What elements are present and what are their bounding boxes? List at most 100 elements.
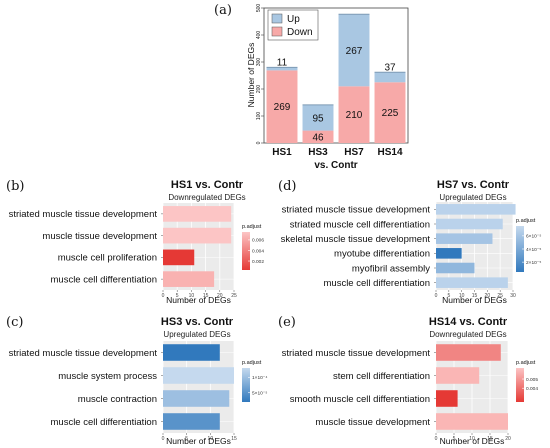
panel-label-a: (a) (214, 3, 232, 18)
bar-down-hs14 (374, 82, 406, 143)
colorbar-tick-label-b: 0.002 (252, 259, 264, 265)
bar-c-2 (163, 390, 230, 407)
bar-label-up: 267 (346, 46, 363, 57)
category-label-e: striated muscle tissue development (282, 348, 431, 359)
bar-e-3 (436, 413, 508, 430)
colorbar-title-b: p.adjust (242, 224, 262, 230)
y-axis-label-a: Number of DEGs (246, 43, 256, 108)
category-label-e: stem cell differentiation (333, 371, 430, 382)
colorbar-tick-label-c: 5×10⁻⁵ (252, 391, 267, 397)
category-label-c: muscle system process (58, 371, 157, 382)
x-tick-label-d: 25 (497, 293, 503, 299)
legend-label-down: Down (287, 27, 313, 38)
bar-e-0 (436, 344, 501, 361)
panel-label-b: (b) (6, 179, 24, 194)
colorbar-title-d: p.adjust (516, 218, 536, 224)
x-tick-label-c: 0 (162, 436, 165, 442)
x-tick-label-c: 10 (208, 436, 214, 442)
x-axis-label-a: vs. Contr (314, 160, 357, 171)
x-tick-label-d: 30 (510, 293, 516, 299)
colorbar-tick-label-d: 2×10⁻⁵ (526, 260, 541, 266)
x-tick-label-d: 15 (472, 293, 478, 299)
legend-swatch-up (271, 13, 283, 24)
bar-e-1 (436, 367, 480, 384)
panel-label-d: (d) (278, 179, 296, 194)
bar-d-5 (436, 277, 508, 288)
panel-title-d: HS7 vs. Contr (437, 179, 510, 191)
x-axis-label-c: Number of DEGs (166, 436, 231, 446)
bar-label-down: 46 (312, 132, 324, 143)
bar-b-3 (163, 271, 215, 287)
category-label-c: muscle contraction (78, 394, 157, 405)
bar-up-hs3 (302, 104, 334, 131)
panel-subtitle-b: Downregulated DEGs (168, 193, 245, 202)
x-tick-label-a: HS14 (377, 147, 402, 158)
panel-subtitle-e: Downregulated DEGs (429, 330, 506, 339)
y-tick-label-a: 300 (256, 58, 262, 67)
panel-label-e: (e) (278, 315, 296, 330)
legend-swatch-down (271, 26, 283, 37)
colorbar-tick-label-c: 1×10⁻⁴ (252, 375, 267, 381)
colorbar-d (516, 226, 524, 272)
x-tick-label-b: 5 (176, 293, 179, 299)
x-tick-label-a: HS7 (344, 147, 364, 158)
bar-label-up: 11 (277, 57, 288, 68)
x-tick-label-b: 25 (231, 293, 237, 299)
category-label-e: muscle tissue development (315, 417, 430, 428)
x-tick-label-b: 15 (203, 293, 209, 299)
x-axis-label-d: Number of DEGs (442, 295, 507, 305)
colorbar-e (516, 368, 524, 402)
colorbar-tick-label-b: 0.006 (252, 238, 264, 244)
bar-up-hs14 (374, 72, 406, 83)
bar-e-2 (436, 390, 458, 407)
y-tick-label-a: 0 (256, 141, 262, 144)
x-tick-label-d: 20 (485, 293, 491, 299)
category-label-d: myofibril assembly (352, 263, 430, 274)
bar-c-1 (163, 367, 234, 384)
legend-label-up: Up (287, 14, 300, 25)
bar-d-1 (436, 218, 503, 230)
x-tick-label-d: 5 (447, 293, 450, 299)
colorbar-title-e: p.adjust (516, 360, 536, 366)
colorbar-c (242, 368, 250, 402)
panel-title-e: HS14 vs. Contr (429, 316, 508, 328)
bar-up-hs7 (338, 14, 370, 87)
category-label-b: muscle cell differentiation (51, 274, 158, 285)
bar-up-hs1 (266, 67, 298, 71)
bar-d-3 (436, 248, 462, 259)
category-label-b: striated muscle tissue development (9, 209, 158, 220)
x-axis-label-b: Number of DEGs (166, 295, 231, 305)
panel-title-c: HS3 vs. Contr (161, 316, 234, 328)
x-tick-label-b: 0 (162, 293, 165, 299)
y-tick-label-a: 400 (256, 31, 262, 40)
x-tick-label-e: 10 (469, 436, 475, 442)
x-tick-label-c: 5 (185, 436, 188, 442)
colorbar-tick-label-e: 0.005 (526, 377, 538, 383)
panel-title-b: HS1 vs. Contr (171, 179, 244, 191)
panel-subtitle-d: Upregulated DEGs (439, 193, 506, 202)
category-label-d: skeletal muscle tissue development (281, 234, 431, 245)
x-tick-label-e: 0 (435, 436, 438, 442)
category-label-b: muscle tissue development (42, 231, 157, 242)
bar-d-0 (436, 204, 516, 215)
bar-label-down: 225 (382, 108, 399, 119)
x-tick-label-b: 20 (217, 293, 223, 299)
bar-label-up: 95 (312, 113, 324, 124)
colorbar-b (242, 232, 250, 270)
x-tick-label-c: 15 (231, 436, 237, 442)
bar-down-hs7 (338, 86, 370, 143)
panel-subtitle-c: Upregulated DEGs (163, 330, 230, 339)
bar-c-3 (163, 413, 220, 430)
bar-d-4 (436, 262, 475, 274)
bar-d-2 (436, 233, 493, 244)
y-tick-label-a: 500 (256, 4, 262, 13)
bar-down-hs3 (302, 130, 334, 143)
x-tick-label-b: 10 (189, 293, 195, 299)
bar-label-down: 269 (274, 102, 291, 113)
category-label-d: muscle cell differentiation (324, 278, 431, 289)
y-tick-label-a: 100 (256, 112, 262, 121)
x-axis-label-e: Number of DEGs (440, 436, 505, 446)
category-label-d: myotube differentiation (334, 249, 430, 260)
bar-label-down: 210 (346, 110, 363, 121)
